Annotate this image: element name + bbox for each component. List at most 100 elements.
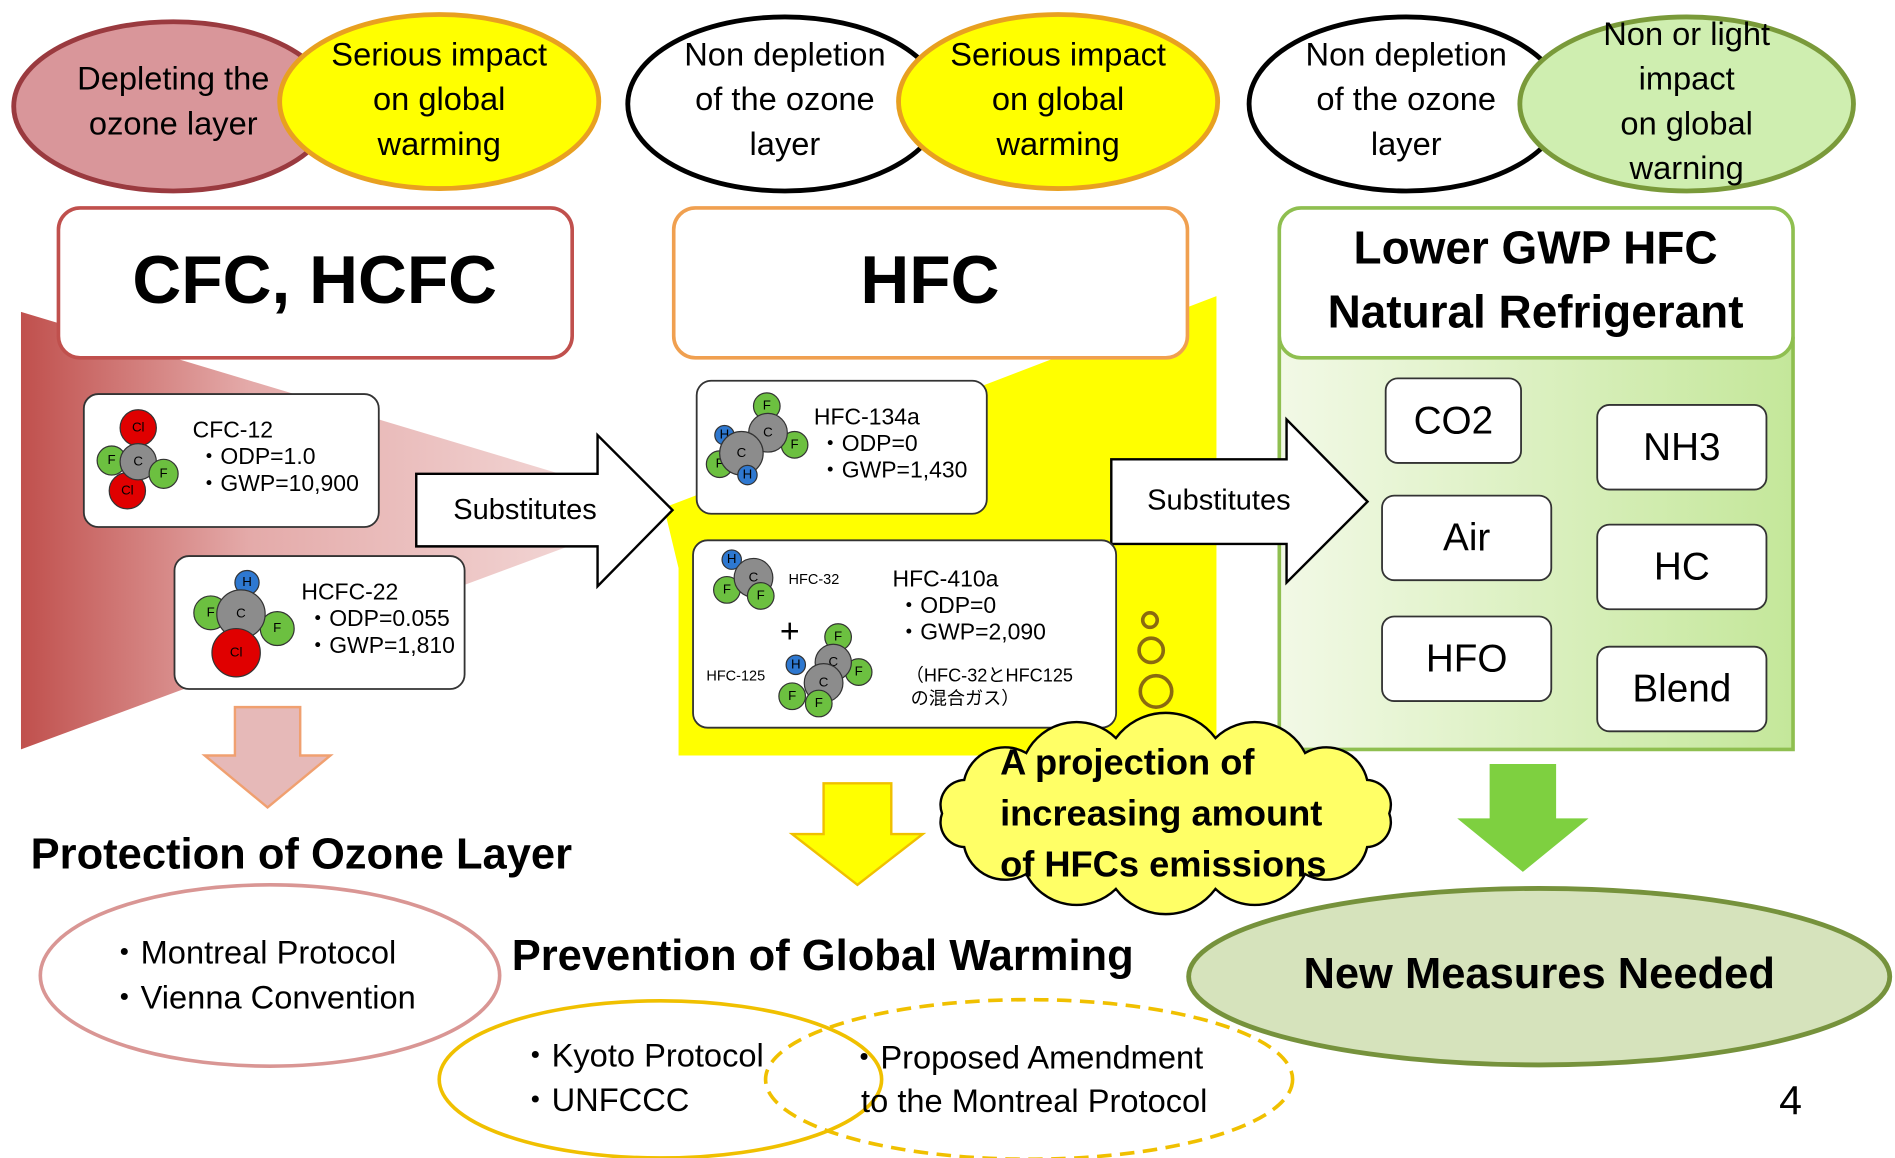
impact-text: on global [1620, 104, 1752, 141]
atom-label: F [757, 587, 765, 602]
header-text: Natural Refrigerant [1328, 286, 1744, 338]
impact-text: impact [1639, 60, 1735, 97]
atom-label: F [160, 465, 168, 480]
header-box [671, 206, 1190, 360]
impact-ellipse [896, 12, 1221, 191]
atom-label: F [273, 620, 281, 635]
impact-text: Non or light [1603, 15, 1770, 52]
projection-text: increasing amount [1000, 792, 1322, 833]
down-arrow [201, 705, 334, 810]
treaty: ・Vienna Convention [108, 978, 416, 1015]
substitute-arrow [1110, 416, 1370, 586]
down-arrow [1457, 763, 1589, 872]
atom-label: F [788, 688, 796, 703]
compound-property: ・ODP=0.055 [306, 605, 450, 631]
impact-text: of the ozone [695, 80, 875, 117]
header-text: Lower GWP HFC [1354, 222, 1718, 274]
alternative-label: HC [1654, 546, 1710, 589]
atom-label: H [720, 427, 730, 442]
impact-text: Non depletion [1306, 35, 1507, 72]
atom [785, 654, 807, 676]
substitute-label: Substitutes [1147, 484, 1290, 516]
atom-label: F [207, 604, 215, 619]
thought-bubble [1137, 636, 1166, 665]
impact-ellipse [1517, 14, 1856, 194]
projection-text: A projection of [1000, 742, 1255, 783]
component-name: HFC-125 [706, 669, 765, 685]
atom [148, 458, 179, 489]
treaty: ・UNFCCC [519, 1081, 689, 1118]
page-number: 4 [1779, 1077, 1802, 1123]
impact-text: of the ozone [1316, 80, 1496, 117]
header-text: CFC, HCFC [132, 243, 497, 318]
alternative-box [1381, 494, 1553, 582]
compound-property: ・ODP=0 [897, 592, 996, 618]
atom-label: F [716, 456, 724, 471]
compound-property: ・ODP=0 [819, 430, 918, 456]
treaty: ・Kyoto Protocol [519, 1036, 764, 1073]
alternative-label: Blend [1632, 668, 1731, 711]
projection-text: of HFCs emissions [1000, 843, 1326, 884]
atom-label: H [791, 656, 801, 671]
impact-text: ozone layer [89, 104, 258, 141]
atom-label: F [108, 452, 116, 467]
compound-name: HFC-410a [893, 565, 999, 591]
proposal: ・Proposed Amendment [848, 1039, 1203, 1076]
atom-label: H [242, 574, 252, 589]
impact-text: Depleting the [77, 60, 269, 97]
impact-ellipse [277, 12, 602, 191]
atom-label: C [133, 453, 143, 468]
compound-name: HCFC-22 [301, 579, 398, 605]
measures-text: New Measures Needed [1303, 950, 1774, 998]
compound-property: ・ODP=1.0 [197, 443, 315, 469]
alternative-label: CO2 [1414, 399, 1494, 442]
compound-property: ・GWP=10,900 [197, 470, 358, 496]
atom-label: Cl [230, 644, 243, 659]
impact-text: Serious impact [950, 35, 1166, 72]
substitute-arrow [415, 432, 675, 590]
atom-label: C [819, 674, 829, 689]
proposal: to the Montreal Protocol [861, 1082, 1207, 1119]
header-box [56, 206, 574, 360]
compound-name: HFC-134a [814, 403, 920, 429]
projection-cloud [939, 711, 1393, 916]
mixture-plus: + [780, 612, 800, 650]
atom-label: C [763, 424, 773, 439]
impact-text: warning [1629, 149, 1744, 186]
atom-label: H [727, 551, 737, 566]
thought-bubble [1140, 611, 1160, 630]
impact-text: on global [992, 80, 1124, 117]
impact-text: layer [1371, 125, 1442, 162]
impact-text: warming [377, 125, 501, 162]
warming-ellipse [437, 999, 884, 1158]
atom-label: C [749, 569, 759, 584]
ozone-ellipse [38, 883, 502, 1068]
treaty: ・Montreal Protocol [108, 934, 396, 971]
alternative-box [1384, 377, 1522, 464]
compound-name: CFC-12 [193, 417, 273, 443]
impact-text: warming [995, 125, 1119, 162]
atom-label: F [834, 629, 842, 644]
impact-text: Serious impact [331, 35, 547, 72]
alternative-box [1381, 615, 1553, 702]
substitute-label: Substitutes [453, 494, 596, 526]
measures-ellipse [1186, 886, 1893, 1068]
down-arrow [788, 782, 927, 887]
atom [746, 582, 775, 610]
atom-label: C [236, 606, 246, 621]
impact-text: layer [750, 125, 821, 162]
atom [778, 682, 807, 711]
header-box [1277, 206, 1795, 360]
compound-property: ・GWP=1,430 [819, 456, 968, 482]
compound-property: ・GWP=1,810 [306, 632, 455, 658]
proposal-ellipse [763, 997, 1295, 1158]
alternative-box [1596, 645, 1768, 733]
alternative-label: NH3 [1643, 426, 1720, 469]
alternative-label: HFO [1426, 637, 1508, 680]
atom [737, 464, 758, 486]
atom-label: Cl [132, 419, 145, 434]
impact-text: on global [373, 80, 505, 117]
atom-label: C [737, 445, 747, 460]
